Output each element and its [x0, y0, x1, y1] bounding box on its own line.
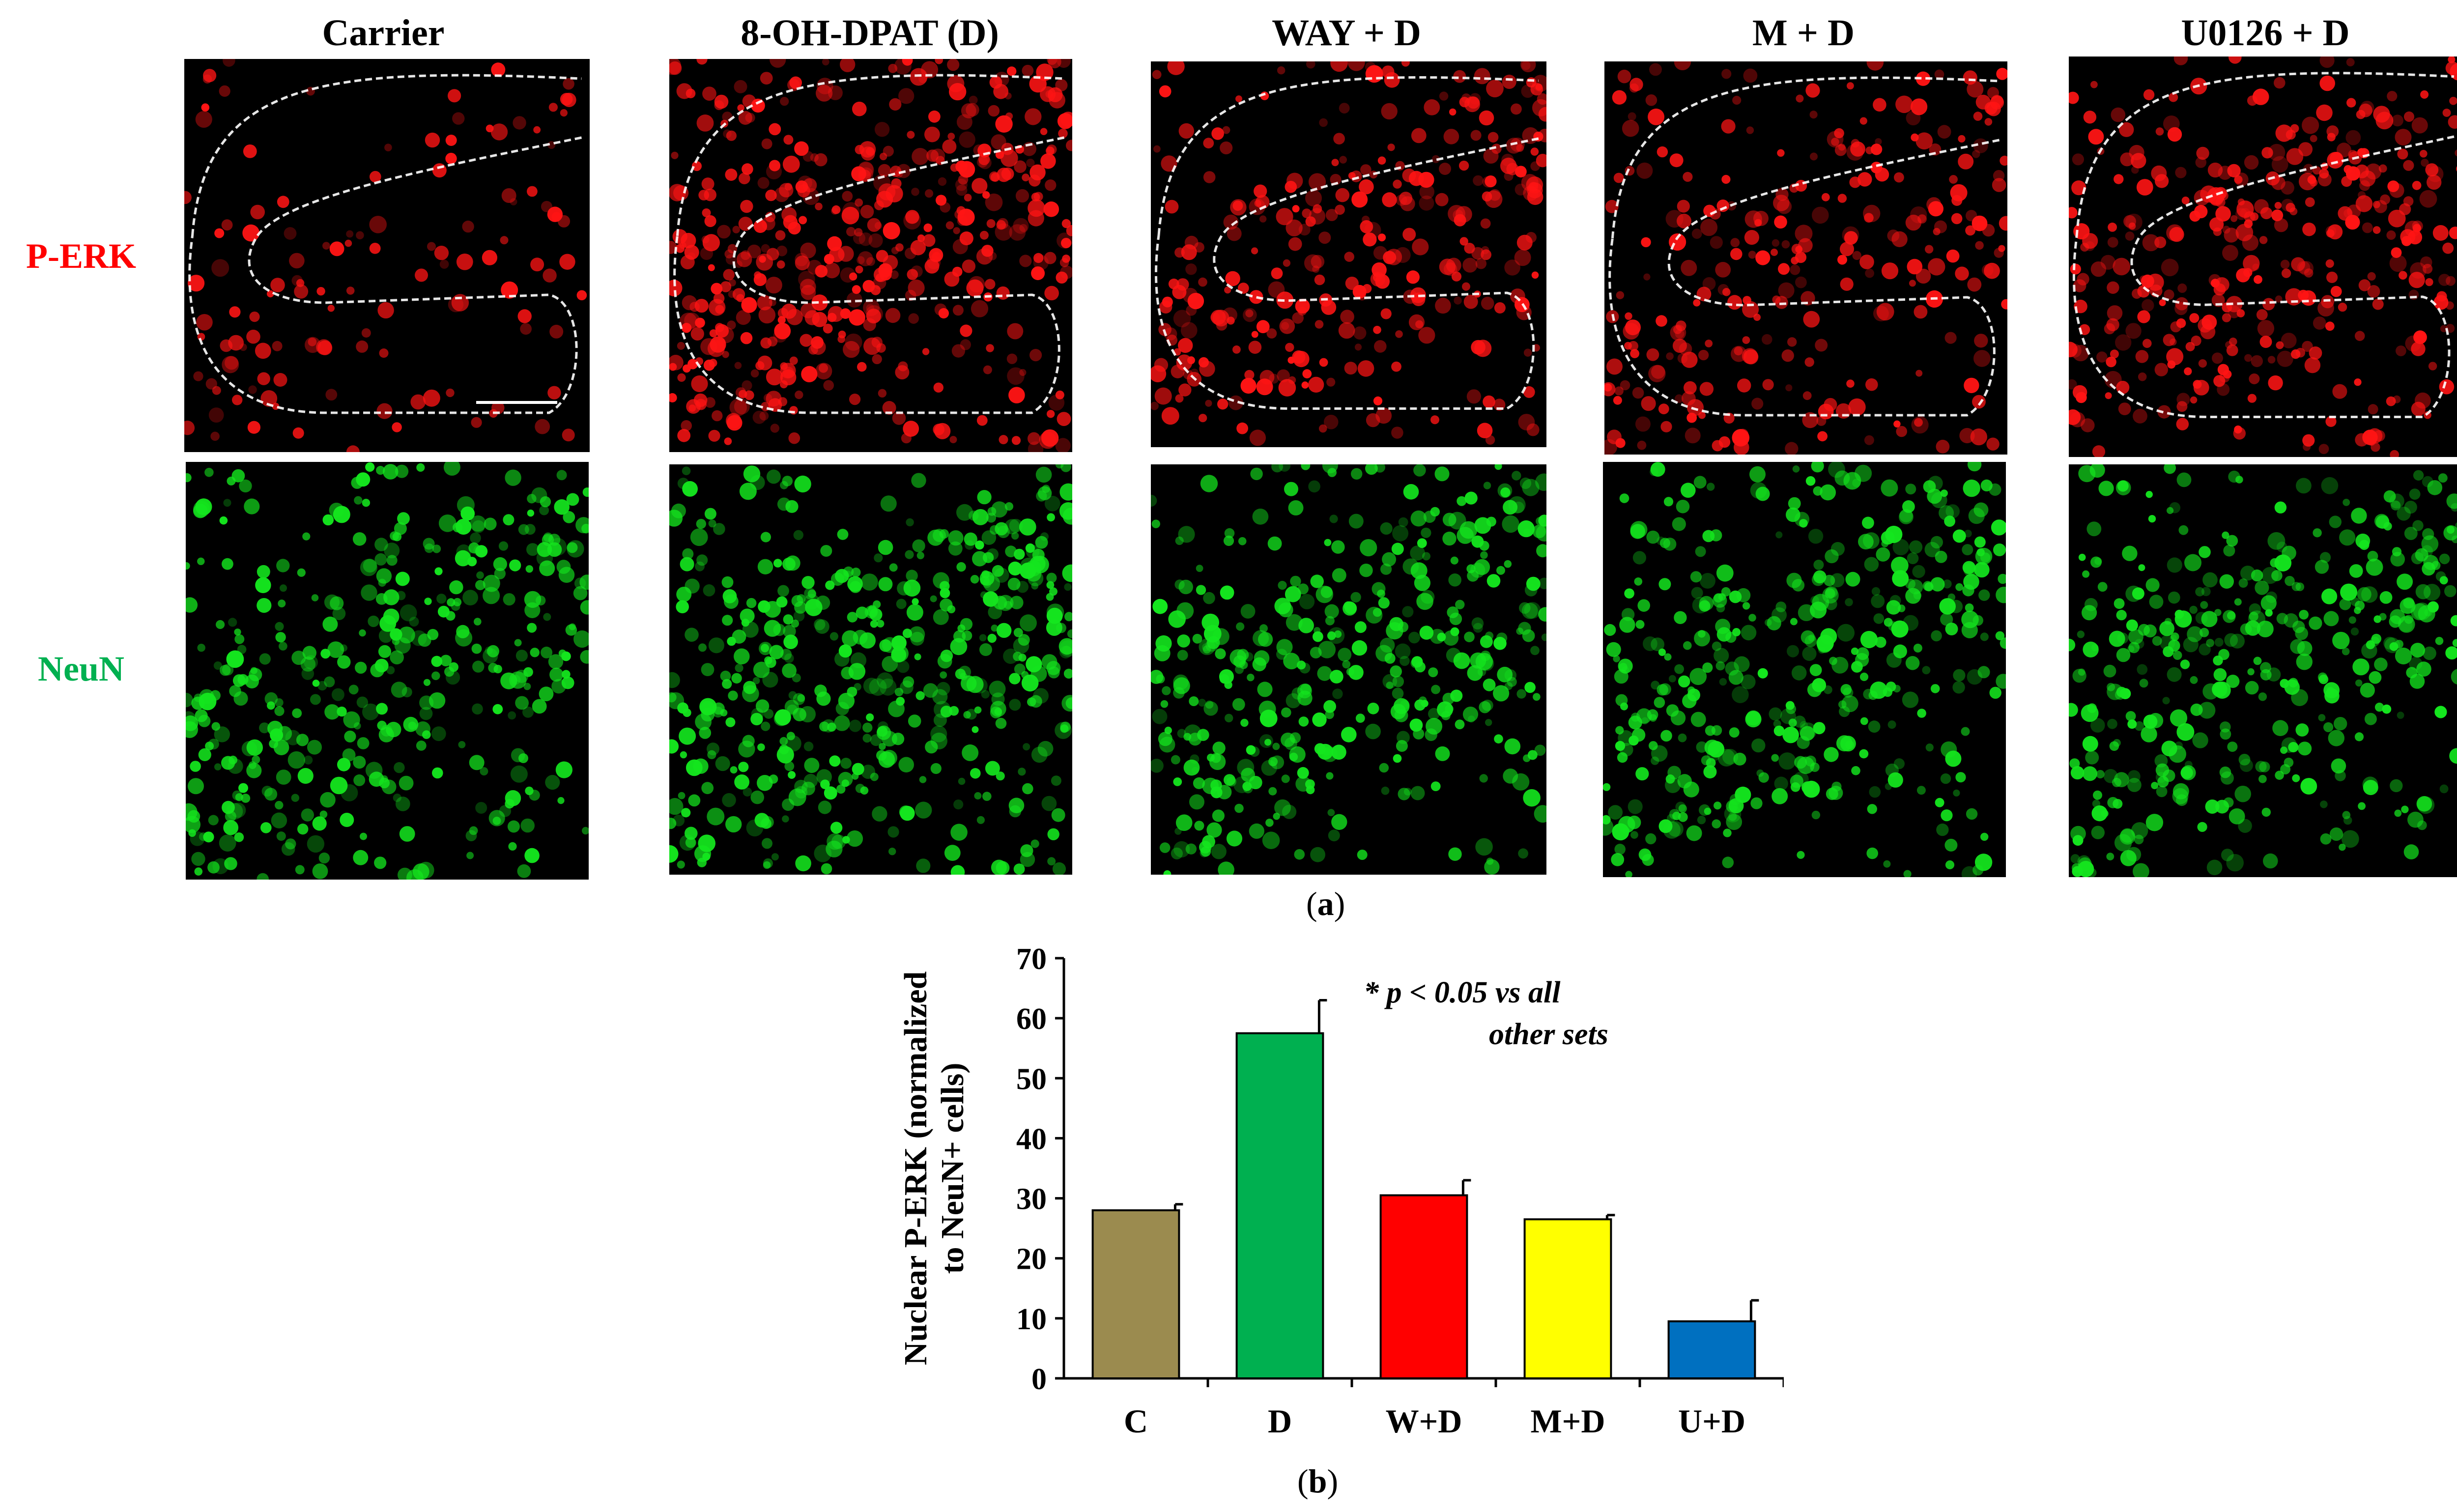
bar-W+D	[1379, 1194, 1468, 1379]
p-erk-micrograph-3	[1151, 61, 1546, 447]
neun-micrograph-4	[1603, 462, 2006, 877]
scale-bar	[476, 401, 557, 404]
column-title-carrier: Carrier	[322, 12, 445, 54]
y-tick-label: 50	[1016, 1062, 1047, 1096]
y-axis-label-line2: to NeuN+ cells)	[935, 1063, 971, 1274]
column-title-m-d: M + D	[1752, 12, 1855, 54]
row-label-p-erk: P-ERK	[26, 236, 136, 276]
y-tick-label: 40	[1016, 1122, 1047, 1156]
p-erk-micrograph-4	[1604, 61, 2007, 455]
x-tick-label-D: D	[1268, 1402, 1292, 1440]
y-tick-label: 0	[1031, 1363, 1047, 1396]
bar-C	[1091, 1209, 1180, 1379]
column-title-u0126-d: U0126 + D	[2181, 12, 2350, 54]
y-axis-label-line1: Nuclear P-ERK (normalized	[898, 971, 934, 1366]
bar-chart: Nuclear P-ERK (normalized to NeuN+ cells)…	[898, 942, 1784, 1440]
x-tick-label-W+D: W+D	[1386, 1402, 1462, 1440]
row-label-neun: NeuN	[38, 649, 124, 688]
column-title-dpat: 8-OH-DPAT (D)	[741, 12, 999, 54]
panel-label-b: (b)	[1297, 1462, 1339, 1500]
bar-D	[1235, 1032, 1324, 1379]
p-erk-micrograph-5	[2069, 57, 2457, 457]
x-tick-label-C: C	[1124, 1402, 1148, 1440]
y-tick-label: 70	[1016, 942, 1047, 976]
x-tick-label-M+D: M+D	[1530, 1402, 1605, 1440]
y-tick-label: 30	[1016, 1183, 1047, 1216]
x-tick-label-U+D: U+D	[1678, 1402, 1745, 1440]
neun-micrograph-1	[186, 462, 589, 880]
neun-micrograph-2	[669, 464, 1072, 875]
bar-M+D	[1523, 1218, 1612, 1379]
neun-micrograph-5	[2069, 464, 2457, 877]
bar-U+D	[1667, 1320, 1756, 1380]
column-title-way-d: WAY + D	[1272, 12, 1421, 54]
y-tick-label: 60	[1016, 1002, 1047, 1036]
significance-annotation-line2: other sets	[1489, 1018, 1608, 1051]
y-tick-label: 20	[1016, 1243, 1047, 1276]
neun-micrograph-3	[1151, 464, 1546, 875]
significance-annotation-line1: * p < 0.05 vs all	[1364, 976, 1561, 1009]
y-tick-label: 10	[1016, 1303, 1047, 1336]
panel-label-a: (a)	[1306, 885, 1345, 922]
p-erk-micrograph-2	[669, 59, 1072, 452]
p-erk-micrograph-1	[184, 59, 590, 452]
